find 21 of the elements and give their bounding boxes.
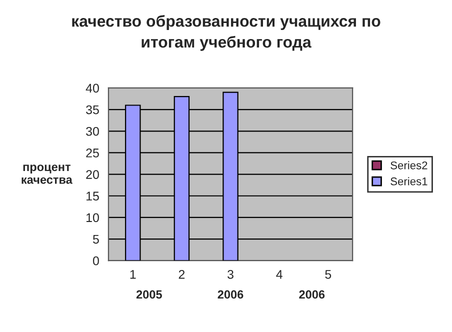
y-tick-label: 15 xyxy=(86,192,99,201)
x-tick-label: 1 xyxy=(130,270,136,279)
y-tick-label: 5 xyxy=(93,234,99,244)
chart-title: качество образованности учащихся по итогам учебного года xyxy=(72,14,380,51)
y-tick-label: 40 xyxy=(86,84,99,93)
x-tick-label: 5 xyxy=(325,270,332,279)
legend-label: Series1 xyxy=(390,177,428,186)
y-axis-title: процент качества xyxy=(22,164,72,184)
y-tick-label: 20 xyxy=(86,170,99,179)
y-tick-label: 10 xyxy=(86,213,99,222)
text: 2006 xyxy=(299,290,325,299)
y-tick-label: 35 xyxy=(86,105,99,114)
text: 2005 xyxy=(136,290,162,299)
legend-label: Series2 xyxy=(390,161,428,170)
x-tick-label: 2 xyxy=(178,270,185,279)
x-tick-label: 4 xyxy=(276,270,282,279)
text: 2006 xyxy=(218,290,244,299)
y-tick-label: 30 xyxy=(86,126,99,136)
y-tick-label: 25 xyxy=(86,148,99,158)
x-tick-label: 3 xyxy=(228,270,234,279)
y-tick-label: 0 xyxy=(92,256,99,266)
